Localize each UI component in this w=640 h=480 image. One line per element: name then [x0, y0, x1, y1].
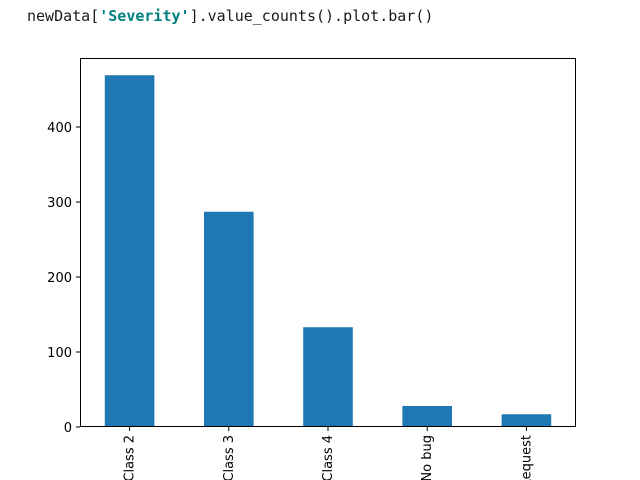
y-tick-label: 200 [47, 271, 72, 286]
bar-class-2 [104, 75, 155, 427]
bar-class-4 [303, 327, 353, 427]
x-tick-label: Class 3 [222, 435, 237, 480]
y-tick-label: 100 [47, 346, 72, 361]
y-axis: 0 100 200 300 400 [47, 121, 80, 436]
bar-no-bug [402, 406, 452, 427]
x-tick-label: No bug [420, 435, 435, 480]
y-tick-label: 300 [47, 196, 72, 211]
bar-class-3 [204, 211, 254, 427]
plot-frame [80, 58, 576, 427]
y-tick-label: 400 [47, 121, 72, 136]
bar-request [501, 414, 552, 427]
code-cell-input: newData['Severity'].value_counts().plot.… [27, 5, 433, 27]
x-tick-label: Class 2 [123, 435, 138, 480]
x-tick-label: Class 4 [321, 435, 336, 480]
code-string-literal: 'Severity' [99, 7, 190, 25]
code-suffix: ].value_counts().plot.bar() [189, 7, 434, 25]
y-tick-label: 0 [64, 421, 72, 436]
x-tick-label: Request [519, 435, 534, 480]
code-prefix: newData[ [27, 7, 100, 25]
bars-group [104, 75, 552, 427]
x-axis: Class 2 Class 3 Class 4 No bug Request [123, 427, 534, 480]
